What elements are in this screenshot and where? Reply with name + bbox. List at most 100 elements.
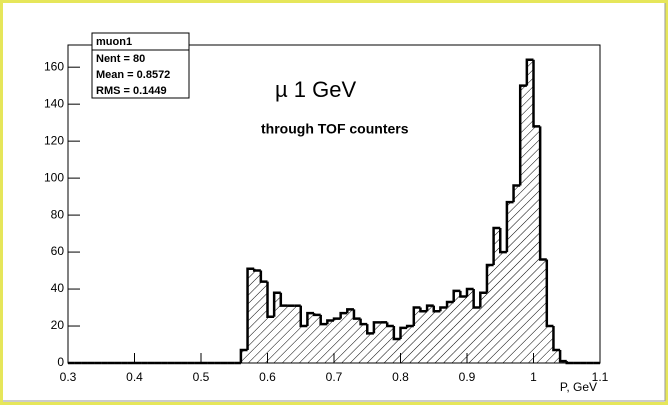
bar-outline	[306, 311, 315, 327]
bar-outline	[479, 291, 487, 308]
bar	[360, 324, 368, 363]
bar-outline	[525, 58, 534, 86]
bar	[340, 313, 348, 363]
bar-outline	[459, 290, 467, 298]
bar	[367, 333, 374, 363]
bar	[400, 327, 408, 363]
stats-mean: Mean = 0.8572	[96, 69, 170, 81]
y-tick-label: 0	[57, 355, 64, 369]
bar	[274, 292, 281, 363]
bar	[353, 318, 361, 363]
bar	[440, 307, 448, 363]
bar-outline	[332, 317, 341, 321]
x-tick-label: 0.6	[259, 370, 276, 384]
bar-outline	[239, 348, 248, 363]
bar	[513, 185, 521, 363]
x-tick-label: 0.5	[193, 370, 210, 384]
bar-outline	[399, 326, 408, 339]
bar-outline	[558, 350, 567, 363]
bar-outline	[452, 289, 461, 302]
bar-outline	[266, 281, 275, 319]
bar-outline	[339, 311, 348, 319]
bar	[254, 270, 261, 363]
bar	[500, 252, 507, 363]
bar-outline	[259, 270, 268, 283]
annotation: through TOF counters	[261, 121, 409, 137]
bar	[327, 320, 334, 363]
bar	[486, 265, 494, 363]
bar	[493, 228, 501, 363]
bar	[314, 314, 321, 363]
bar	[287, 305, 295, 363]
bar-outline	[518, 84, 527, 186]
bar	[460, 296, 467, 363]
bar	[540, 259, 547, 363]
bar	[387, 326, 394, 363]
bar-outline	[485, 263, 494, 293]
bar-outline	[299, 305, 308, 328]
bar-outline	[432, 305, 441, 313]
bar-outline	[279, 292, 288, 307]
bar	[300, 326, 308, 363]
bar-outline	[545, 259, 554, 328]
y-tick-label: 120	[44, 133, 64, 147]
stats-entries: Nent = 80	[96, 53, 145, 65]
stats-box: muon1 Nent = 80 Mean = 0.8572 RMS = 0.14…	[91, 32, 190, 99]
y-tick-label: 140	[44, 96, 64, 110]
bar-outline	[505, 200, 514, 253]
bar-outline	[372, 321, 381, 334]
bar-outline	[532, 59, 541, 128]
bar-outline	[359, 318, 368, 326]
bar-outline	[319, 314, 328, 326]
bar	[467, 289, 474, 363]
bar	[447, 301, 454, 363]
bar	[553, 350, 561, 363]
y-tick-label: 80	[51, 207, 65, 221]
x-tick-label: 0.8	[392, 370, 409, 384]
x-axis-label: P, GeV	[560, 380, 597, 394]
bar	[320, 324, 328, 363]
bar	[420, 311, 428, 363]
bar-outline	[512, 184, 521, 203]
bar-outline	[246, 267, 255, 351]
bar-outline	[312, 313, 321, 317]
y-tick-label: 60	[51, 244, 65, 258]
bar	[526, 59, 534, 363]
bar-outline	[392, 326, 401, 341]
bar-outline	[352, 309, 361, 320]
bar-outline	[272, 291, 281, 317]
stats-title: muon1	[96, 36, 132, 48]
bar	[280, 305, 288, 363]
bar-outline	[385, 322, 394, 328]
bar	[407, 326, 414, 363]
bar	[393, 338, 401, 363]
bar	[413, 307, 421, 363]
bar	[506, 202, 514, 363]
bar-outline	[552, 326, 561, 352]
stats-frame	[91, 32, 190, 99]
bar	[260, 281, 268, 363]
stats-rms: RMS = 0.1449	[96, 85, 167, 97]
bar	[294, 305, 301, 363]
x-tick-label: 0.3	[60, 370, 77, 384]
y-tick-label: 40	[51, 281, 65, 295]
bar	[533, 126, 541, 363]
bar-outline	[366, 324, 374, 335]
bar	[480, 292, 487, 363]
y-tick-label: 20	[51, 318, 65, 332]
bar-outline	[252, 268, 261, 272]
bar-outline	[346, 308, 354, 314]
bar	[347, 309, 354, 363]
bar	[433, 311, 441, 363]
annotation: µ 1 GeV	[275, 77, 356, 102]
bar	[453, 290, 461, 363]
bar-outline	[465, 287, 474, 297]
bar	[473, 307, 481, 363]
bar	[334, 318, 341, 363]
bar-outline	[439, 306, 448, 312]
bar	[546, 326, 554, 363]
bar-outline	[405, 324, 414, 328]
bar-outline	[538, 126, 547, 261]
y-tick-label: 100	[44, 170, 64, 184]
